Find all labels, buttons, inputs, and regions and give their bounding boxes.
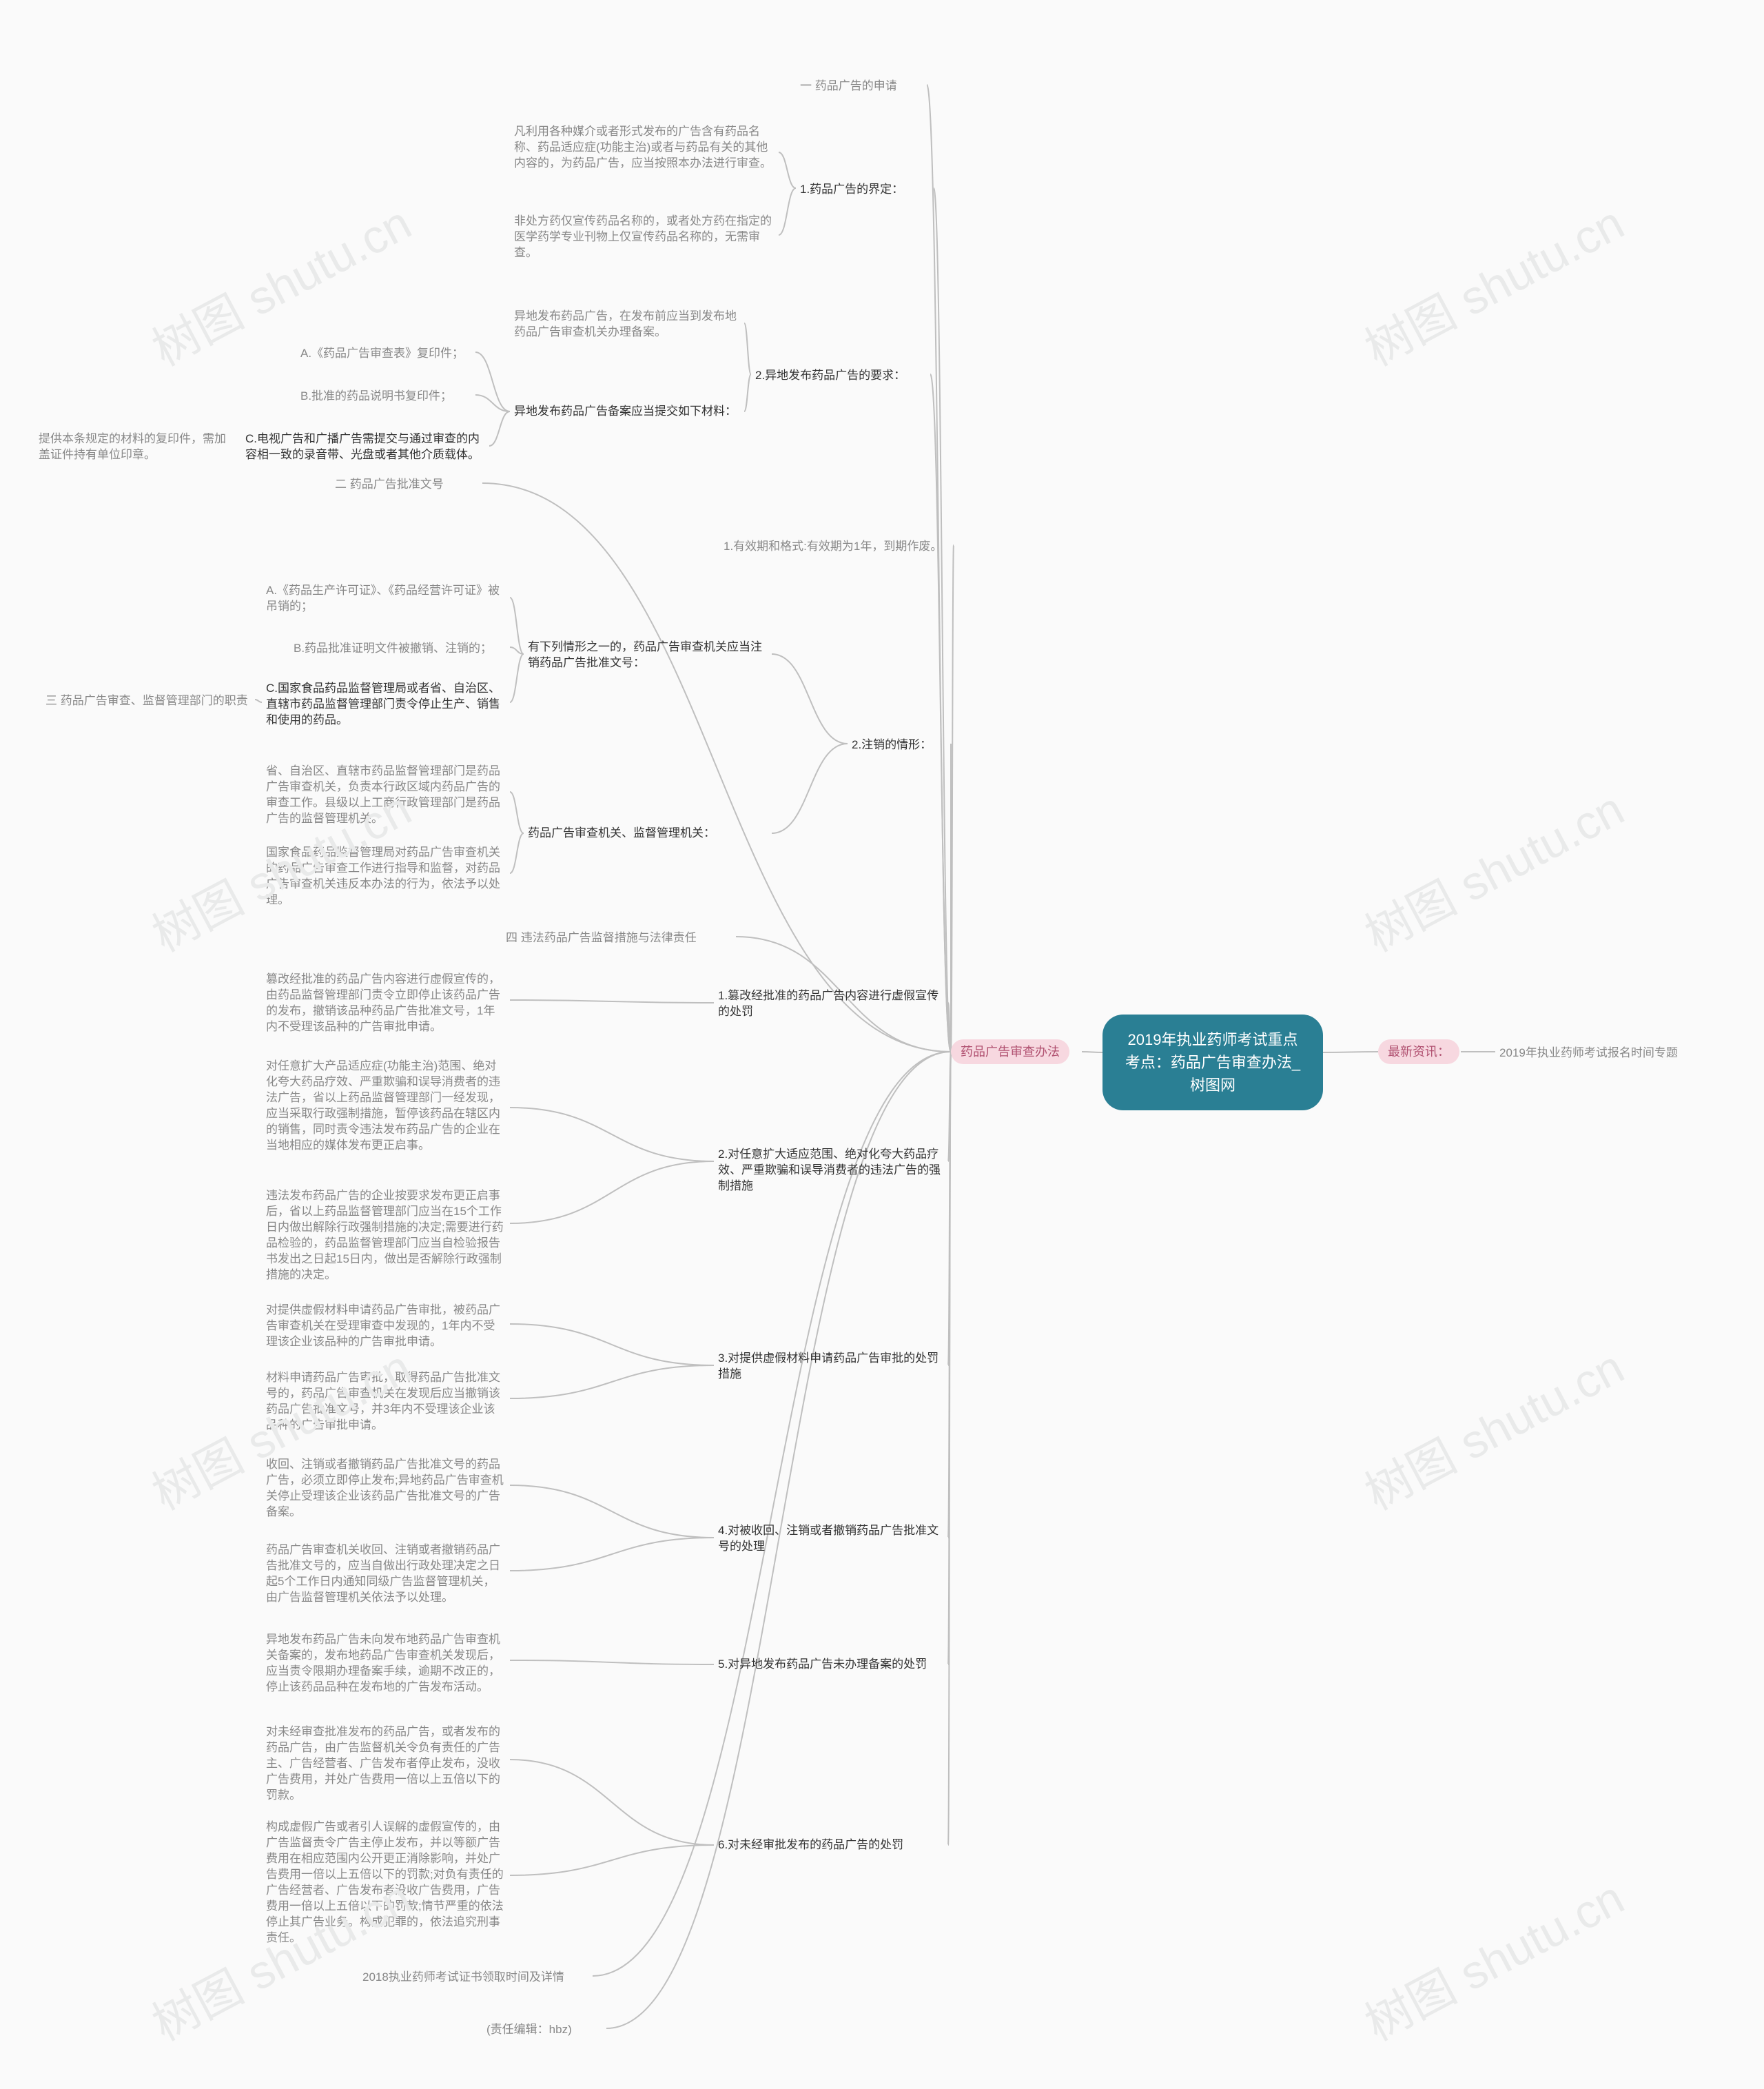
leaf-b3b1: A.《药品广告审查表》复印件； <box>296 343 475 365</box>
watermark: 树图 shutu.cn <box>1351 771 1634 965</box>
branch-b4: 二 药品广告批准文号 <box>331 474 482 496</box>
branch-b13: 6.对未经审批发布的药品广告的处罚 <box>714 1835 948 1856</box>
leaf-b10a: 对提供虚假材料申请药品广告审批，被药品广告审查机关在受理审查中发现的，1年内不受… <box>262 1300 510 1353</box>
branch-b1: 一 药品广告的申请 <box>796 76 927 97</box>
leaf-b11a: 收回、注销或者撤销药品广告批准文号的药品广告，必须立即停止发布;异地药品广告审查… <box>262 1454 510 1523</box>
leaf-b9b: 违法发布药品广告的企业按要求发布更正启事后，省以上药品监督管理部门应当在15个工… <box>262 1185 510 1286</box>
leaf-b13b: 构成虚假广告或者引人误解的虚假宣传的，由广告监督责令广告主停止发布，并以等额广告… <box>262 1817 510 1949</box>
leaf-b3b: 异地发布药品广告备案应当提交如下材料： <box>510 401 744 422</box>
leaf-b10b: 材料申请药品广告审批，取得药品广告批准文号的，药品广告审查机关在发现后应当撤销该… <box>262 1367 510 1436</box>
branch-b10: 3.对提供虚假材料申请药品广告审批的处罚措施 <box>714 1348 948 1385</box>
leaf-b6a2: B.药品批准证明文件被撤销、注销的； <box>289 638 510 660</box>
leaf-b13a: 对未经审查批准发布的药品广告，或者发布的药品广告，由广告监督机关令负有责任的广告… <box>262 1722 510 1806</box>
leaf-b3b3: C.电视广告和广播广告需提交与通过审查的内容相一致的录音带、光盘或者其他介质载体… <box>241 429 489 466</box>
leaf-b3b2: B.批准的药品说明书复印件； <box>296 386 475 407</box>
root-node: 2019年执业药师考试重点 考点：药品广告审查办法_ 树图网 <box>1102 1015 1323 1110</box>
branch-b5: 1.有效期和格式:有效期为1年，到期作废。 <box>719 536 954 558</box>
watermark: 树图 shutu.cn <box>1351 1860 1634 2054</box>
branch-b8: 1.篡改经批准的药品广告内容进行虚假宣传的处罚 <box>714 986 948 1023</box>
leaf-b3b3a: 提供本条规定的材料的复印件，需加盖证件持有单位印章。 <box>34 429 241 466</box>
leaf-b6a3a: 三 药品广告审查、监督管理部门的职责 <box>41 691 255 712</box>
branch-b11: 4.对被收回、注销或者撤销药品广告批准文号的处理 <box>714 1520 948 1558</box>
branch-b14: 2018执业药师考试证书领取时间及详情 <box>358 1967 593 1988</box>
leaf-b3a: 异地发布药品广告，在发布前应当到发布地药品广告审查机关办理备案。 <box>510 306 744 343</box>
leaf-b6a1: A.《药品生产许可证》、《药品经营许可证》被吊销的； <box>262 580 510 618</box>
branch-b7: 四 违法药品广告监督措施与法律责任 <box>502 928 736 949</box>
watermark: 树图 shutu.cn <box>1351 1329 1634 1523</box>
branch-b9: 2.对任意扩大适应范围、绝对化夸大药品疗效、严重欺骗和误导消费者的违法广告的强制… <box>714 1144 948 1197</box>
leaf-b6b2: 国家食品药品监督管理局对药品广告审查机关的药品广告审查工作进行指导和监督，对药品… <box>262 842 510 911</box>
leaf-b6b: 药品广告审查机关、监督管理机关： <box>524 823 772 844</box>
branch-b2: 1.药品广告的界定： <box>796 179 934 201</box>
branch-b15: (责任编辑：hbz) <box>482 2019 606 2041</box>
branch-law: 药品广告审查办法 <box>951 1039 1069 1064</box>
leaf-b11b: 药品广告审查机关收回、注销或者撤销药品广告批准文号的，应当自做出行政处理决定之日… <box>262 1540 510 1609</box>
branch-news: 最新资讯： <box>1378 1039 1459 1064</box>
branch-b6: 2.注销的情形： <box>848 735 951 756</box>
leaf-b2b: 非处方药仅宣传药品名称的，或者处方药在指定的医学药学专业刊物上仅宣传药品名称的，… <box>510 211 779 264</box>
leaf-b8a: 篡改经批准的药品广告内容进行虚假宣传的，由药品监督管理部门责令立即停止该药品广告… <box>262 969 510 1038</box>
branch-b3: 2.异地发布药品广告的要求： <box>751 365 930 387</box>
leaf-b12a: 异地发布药品广告未向发布地药品广告审查机关备案的，发布地药品广告审查机关发现后，… <box>262 1629 510 1698</box>
leaf-b2a: 凡利用各种媒介或者形式发布的广告含有药品名称、药品适应症(功能主治)或者与药品有… <box>510 121 779 174</box>
leaf-b6a3: C.国家食品药品监督管理局或者省、自治区、直辖市药品监督管理部门责令停止生产、销… <box>262 678 510 731</box>
mindmap-canvas: 2019年执业药师考试重点 考点：药品广告审查办法_ 树图网 最新资讯： 201… <box>0 0 1764 2089</box>
watermark: 树图 shutu.cn <box>1351 185 1634 379</box>
leaf-news: 2019年执业药师考试报名时间专题 <box>1495 1043 1709 1064</box>
branch-b12: 5.对异地发布药品广告未办理备案的处罚 <box>714 1654 948 1675</box>
leaf-b9a: 对任意扩大产品适应症(功能主治)范围、绝对化夸大药品疗效、严重欺骗和误导消费者的… <box>262 1056 510 1156</box>
leaf-b6b1: 省、自治区、直辖市药品监督管理部门是药品广告审查机关，负责本行政区域内药品广告的… <box>262 761 510 830</box>
leaf-b6a: 有下列情形之一的，药品广告审查机关应当注销药品广告批准文号： <box>524 637 772 674</box>
